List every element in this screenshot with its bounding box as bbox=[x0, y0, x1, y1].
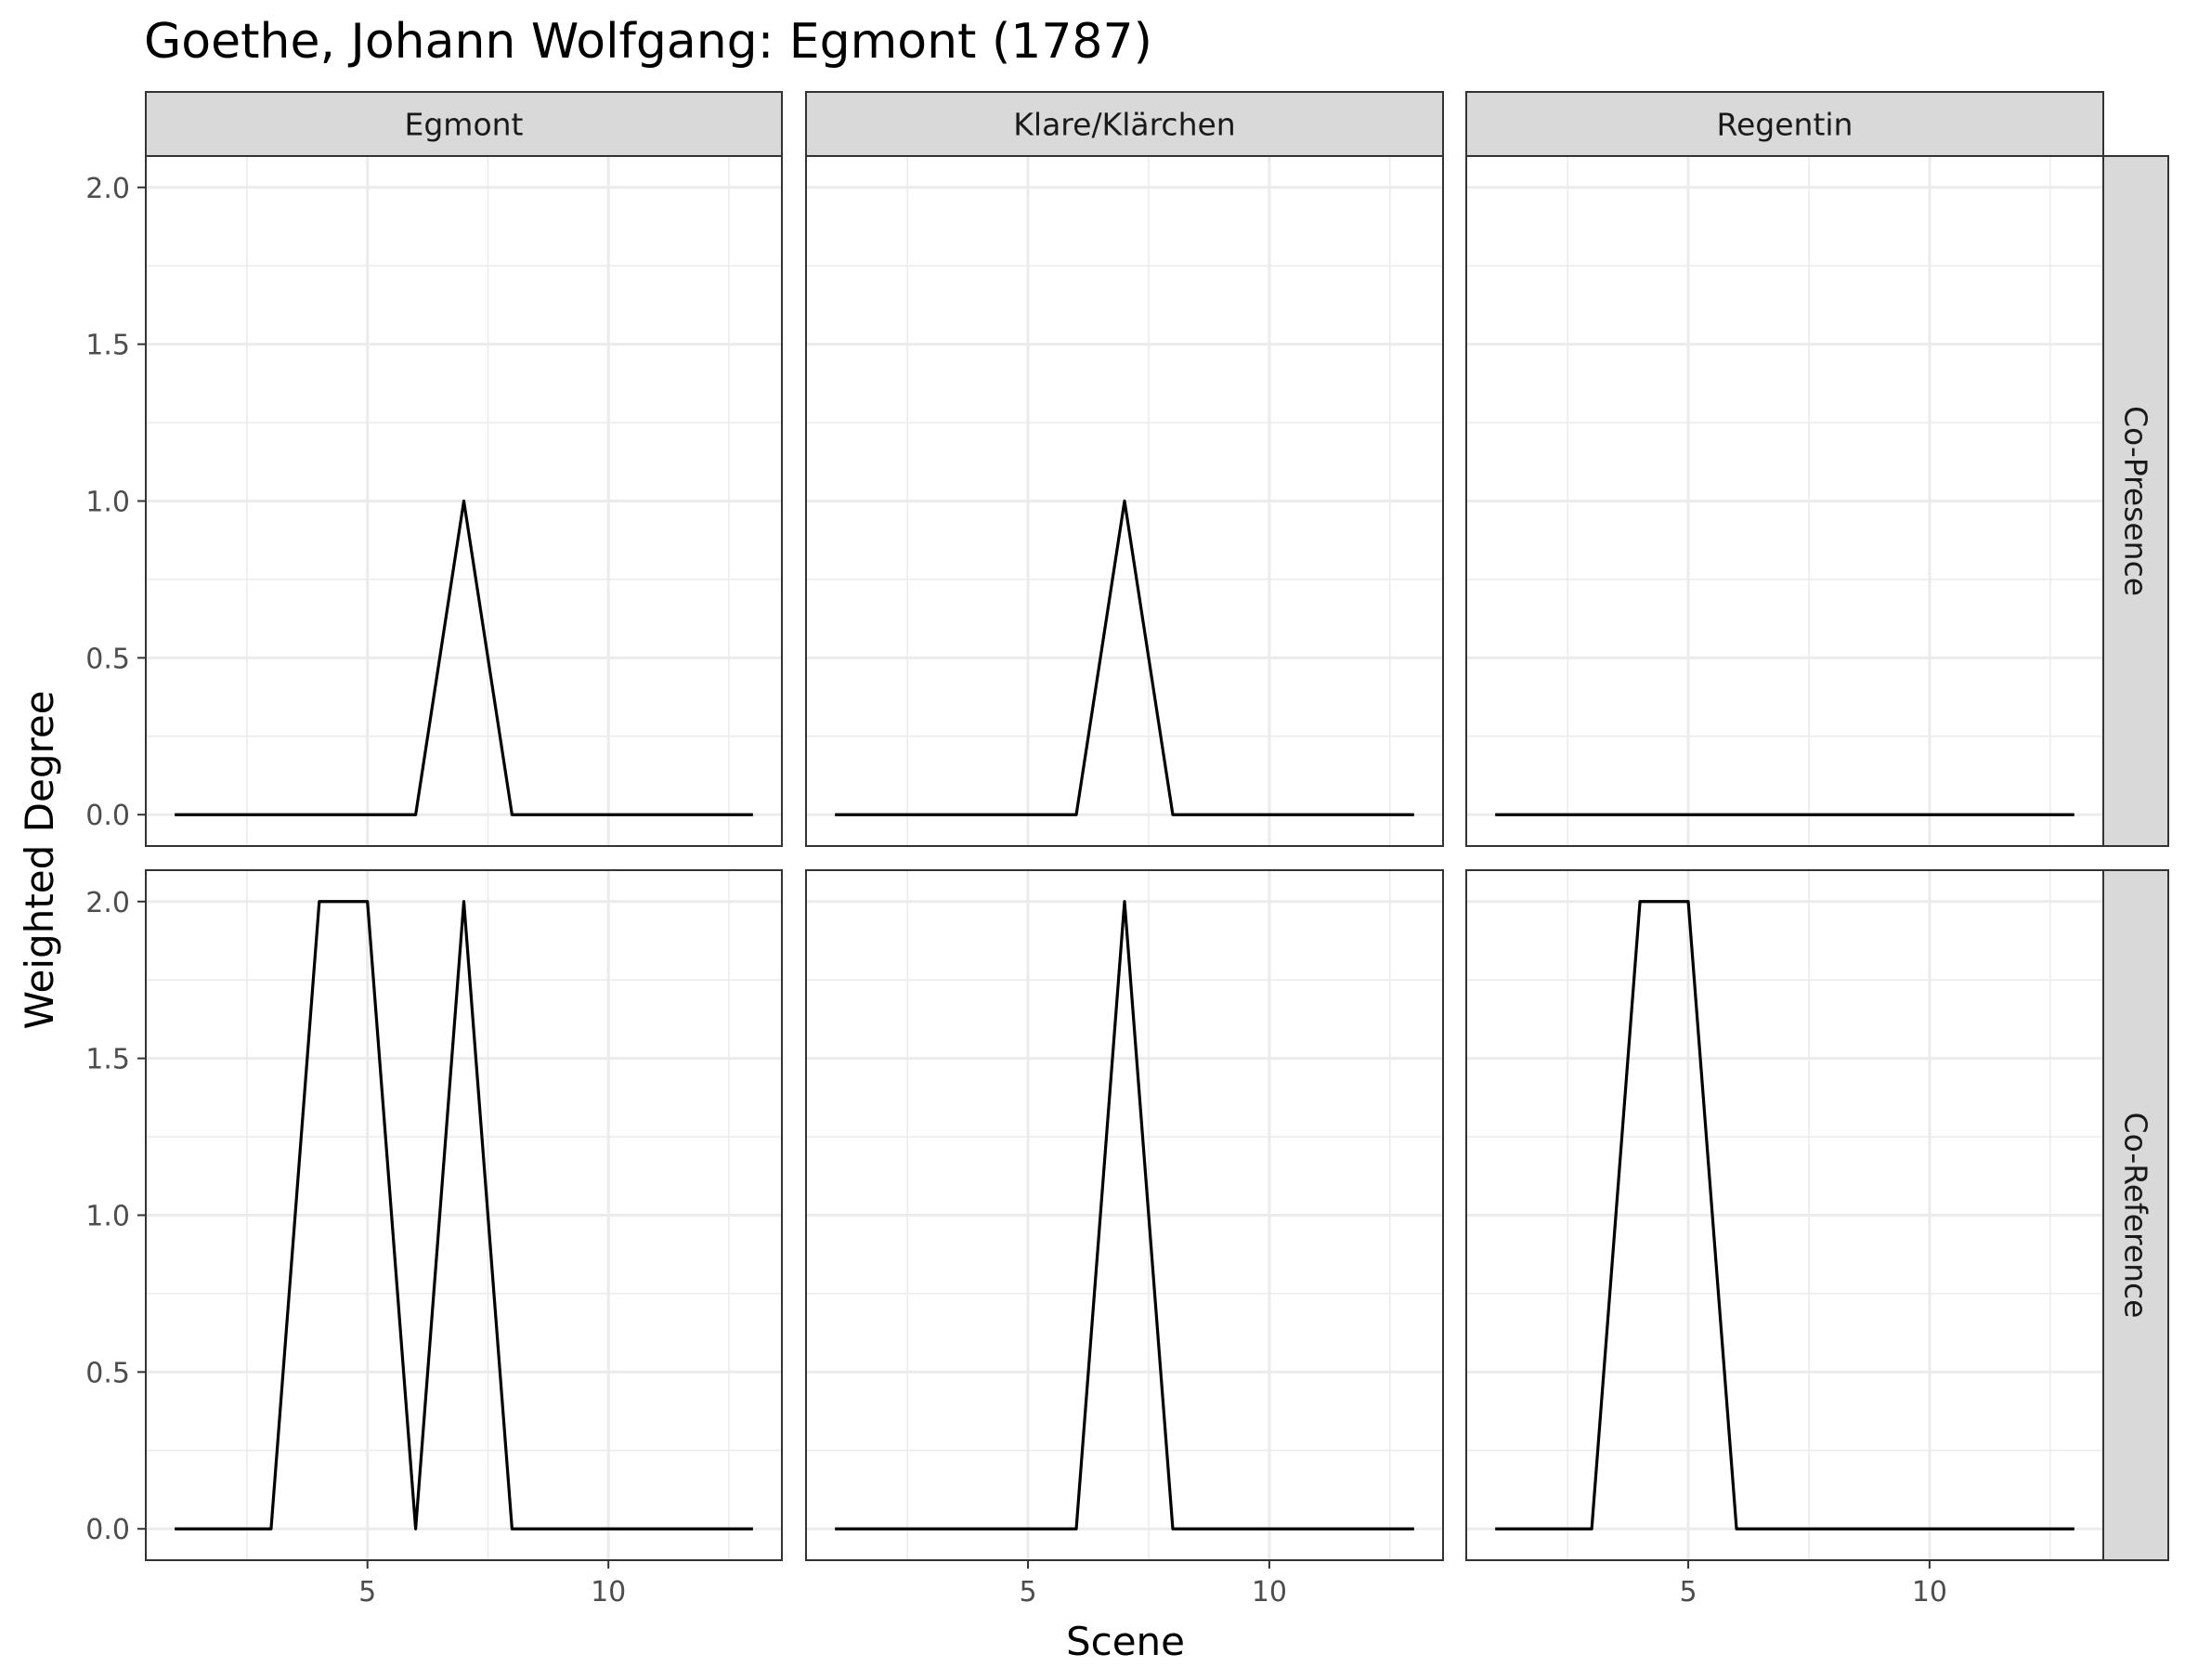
panel-border bbox=[805, 869, 1444, 1561]
row-strip-co-reference: Co-Reference bbox=[2102, 869, 2169, 1561]
column-strip-label: Regentin bbox=[1717, 107, 1853, 143]
panel-klare-klarchen-co-reference: 5 10 bbox=[805, 869, 1444, 1608]
x-tick-label: 10 bbox=[591, 1576, 626, 1608]
column-strip-label: Klare/Klärchen bbox=[1013, 107, 1235, 143]
row-strip-co-presence: Co-Presence bbox=[2102, 155, 2169, 847]
panel-egmont-co-reference: 0.0 0.5 1.0 1.5 2.0 5 10 bbox=[85, 869, 783, 1608]
column-strip-egmont: Egmont bbox=[145, 91, 783, 157]
x-tick-label: 10 bbox=[1912, 1576, 1947, 1608]
x-tick-label: 5 bbox=[1020, 1576, 1037, 1608]
panel-regentin-co-presence bbox=[1465, 155, 2104, 847]
y-tick-label: 0.5 bbox=[85, 1357, 130, 1389]
series-line-klare-klarchen-co-reference bbox=[835, 900, 1414, 1530]
series-line-egmont-co-reference bbox=[175, 900, 753, 1530]
strip-background bbox=[2102, 869, 2169, 1561]
y-tick-label: 2.0 bbox=[85, 887, 130, 919]
column-strip-klare-klarchen: Klare/Klärchen bbox=[805, 91, 1444, 157]
strip-background bbox=[2102, 155, 2169, 847]
y-tick-label: 0.0 bbox=[85, 800, 130, 832]
y-tick-label: 1.0 bbox=[85, 1201, 130, 1233]
series-line-regentin-co-reference bbox=[1495, 900, 2074, 1530]
strip-background bbox=[145, 91, 783, 157]
y-axis-title: Weighted Degree bbox=[17, 690, 62, 1029]
x-axis-title: Scene bbox=[1066, 1619, 1185, 1664]
x-tick-label: 5 bbox=[358, 1576, 376, 1608]
strip-background bbox=[805, 91, 1444, 157]
y-tick-label: 1.5 bbox=[85, 330, 130, 362]
x-tick-label: 10 bbox=[1252, 1576, 1287, 1608]
panel-egmont-co-presence: 0.0 0.5 1.0 1.5 2.0 bbox=[85, 155, 783, 847]
column-strip-label: Egmont bbox=[405, 107, 524, 143]
column-strip-regentin: Regentin bbox=[1465, 91, 2104, 157]
chart-title: Goethe, Johann Wolfgang: Egmont (1787) bbox=[144, 14, 1152, 70]
y-tick-label: 0.5 bbox=[85, 643, 130, 675]
strip-background bbox=[1465, 91, 2104, 157]
panel-klare-klarchen-co-presence bbox=[805, 155, 1444, 847]
series-line-egmont-co-presence bbox=[175, 499, 753, 816]
y-tick-label: 2.0 bbox=[85, 173, 130, 205]
row-strip-label: Co-Presence bbox=[2118, 406, 2154, 596]
x-tick-label: 5 bbox=[1680, 1576, 1697, 1608]
panel-regentin-co-reference: 5 10 bbox=[1465, 869, 2104, 1608]
row-strip-label: Co-Reference bbox=[2118, 1113, 2154, 1319]
series-line-klare-klarchen-co-presence bbox=[835, 499, 1414, 816]
facet-panels: 0.0 0.5 1.0 1.5 2.0 0.0 0.5 1.0 1.5 2.0 5 10 5 10 5 10 E… bbox=[85, 91, 2169, 1608]
y-tick-label: 0.0 bbox=[85, 1514, 130, 1546]
y-tick-label: 1.0 bbox=[85, 487, 130, 519]
y-tick-label: 1.5 bbox=[85, 1044, 130, 1076]
